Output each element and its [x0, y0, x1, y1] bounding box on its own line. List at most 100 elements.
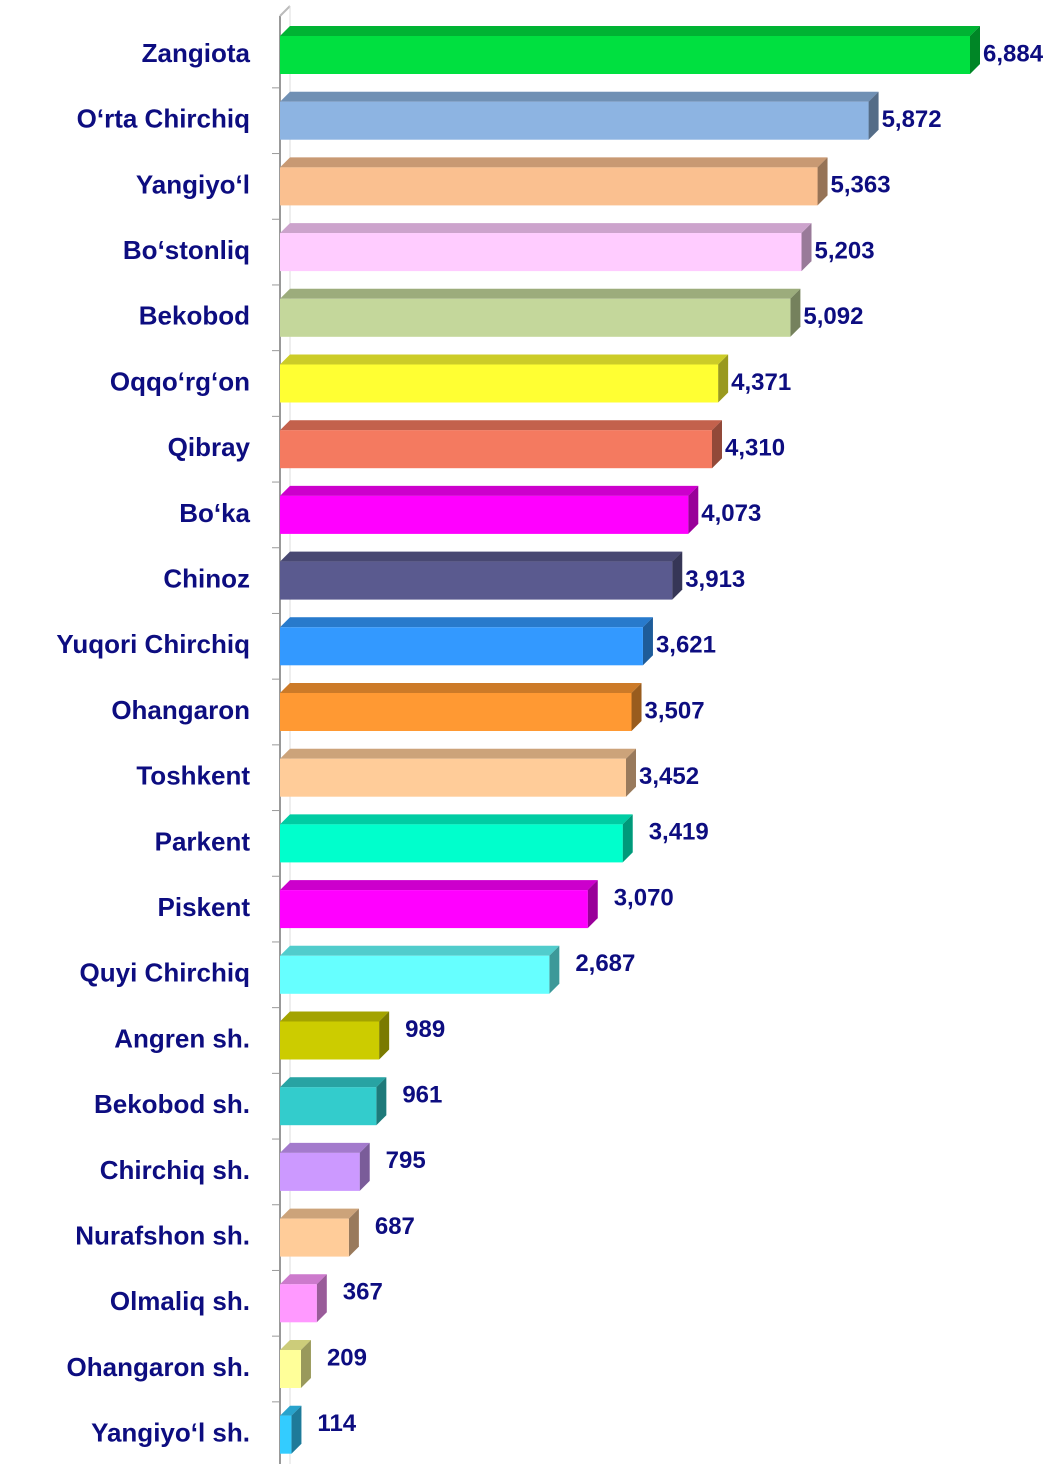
bar: [280, 890, 588, 929]
bar-top: [280, 748, 637, 759]
bar-top-shade: [280, 288, 801, 299]
bar-side-shade: [587, 880, 598, 929]
bar-side: [316, 1274, 327, 1323]
category-label: Chinoz: [163, 563, 250, 593]
bar-side: [631, 683, 642, 731]
bar-top: [280, 223, 812, 234]
value-label: 209: [327, 1344, 367, 1371]
category-label: Bo‘stonliq: [123, 235, 250, 265]
value-label: 5,363: [831, 172, 891, 199]
axis-depth: [279, 5, 291, 17]
bar-top: [280, 354, 729, 365]
bar-side-shade: [622, 814, 633, 863]
bar-top-shade: [280, 354, 729, 365]
bar-top-shade: [280, 683, 642, 693]
category-label: Bekobod sh.: [94, 1089, 250, 1119]
bar-side: [817, 157, 828, 206]
value-label: 687: [375, 1213, 415, 1240]
bar-top: [280, 288, 801, 299]
bar: [280, 1152, 360, 1191]
bar-side: [970, 26, 980, 74]
category-label: Yuqori Chirchiq: [56, 629, 250, 659]
bar-side: [626, 748, 637, 797]
bar-side: [688, 485, 699, 534]
bar-top: [280, 1340, 311, 1350]
category-label: Quyi Chirchiq: [80, 958, 250, 988]
bar: [280, 101, 869, 140]
bar-top-shade: [280, 945, 560, 956]
bar-side-shade: [376, 1077, 387, 1126]
bar-top-shade: [280, 223, 812, 234]
bar: [280, 430, 713, 469]
value-label: 6,884: [983, 40, 1044, 67]
value-label: 4,371: [731, 369, 791, 396]
value-label: 2,687: [575, 950, 635, 977]
bar: [280, 1087, 377, 1126]
bar-top-shade: [280, 1405, 302, 1416]
bar: [280, 627, 643, 666]
bar: [280, 1350, 301, 1388]
value-label: 5,092: [803, 303, 863, 330]
value-label: 989: [405, 1016, 445, 1043]
bar-side-shade: [549, 945, 560, 994]
bar-side: [712, 420, 723, 469]
bar-top-shade: [280, 1274, 327, 1285]
category-label: Chirchiq sh.: [100, 1155, 250, 1185]
bar-top-shade: [280, 551, 683, 562]
bar: [280, 758, 627, 797]
bar: [280, 1218, 349, 1257]
category-label: Yangiyo‘l: [136, 169, 250, 199]
bar-top: [280, 26, 980, 36]
category-label: Parkent: [155, 826, 251, 856]
bar-side: [622, 814, 633, 863]
bar-top: [280, 1208, 359, 1219]
bar: [280, 364, 719, 403]
value-label: 3,507: [645, 697, 705, 724]
bar-side-shade: [970, 26, 980, 74]
bar-top-shade: [280, 748, 637, 759]
bar-top-shade: [280, 880, 598, 891]
bar-side-shade: [672, 551, 683, 600]
category-label: Oqqo‘rg‘on: [110, 366, 250, 396]
bar-top: [280, 551, 683, 562]
value-label: 3,621: [656, 632, 716, 659]
bar: [280, 824, 623, 863]
bar-side-shade: [379, 1011, 390, 1060]
bar-top-shade: [280, 814, 633, 825]
bar-top: [280, 157, 828, 168]
bar: [280, 1415, 292, 1454]
bar-top-shade: [280, 617, 653, 628]
bar-top-shade: [280, 1077, 387, 1088]
bar-side: [291, 1405, 302, 1454]
bar-side: [376, 1077, 387, 1126]
category-label: Ohangaron sh.: [67, 1352, 250, 1382]
bar-top-shade: [280, 1208, 359, 1219]
bar-top: [280, 617, 653, 628]
value-label: 3,070: [614, 884, 674, 911]
bar-side-shade: [359, 1142, 370, 1191]
bar-side-shade: [817, 157, 828, 206]
category-label: Toshkent: [136, 761, 250, 791]
bar-side: [359, 1142, 370, 1191]
bar-side-shade: [626, 748, 637, 797]
bar-top: [280, 814, 633, 825]
bar-side-shade: [688, 485, 699, 534]
value-label: 367: [343, 1279, 383, 1306]
bar-top-shade: [280, 26, 980, 36]
bar-side: [642, 617, 653, 666]
category-label: Qibray: [168, 432, 251, 462]
bar-top: [280, 945, 560, 956]
category-label: Piskent: [158, 892, 251, 922]
bar-top: [280, 485, 699, 496]
category-label: Zangiota: [142, 38, 251, 68]
category-label: Bo‘ka: [179, 498, 250, 528]
bar-side: [790, 288, 801, 337]
value-label: 5,872: [882, 106, 942, 133]
bar: [280, 298, 791, 337]
bar: [280, 955, 550, 994]
category-label: Yangiyo‘l sh.: [91, 1418, 250, 1448]
bar: [280, 233, 802, 272]
bar-top-shade: [280, 1011, 390, 1022]
category-label: Nurafshon sh.: [75, 1220, 250, 1250]
bar: [280, 167, 818, 206]
